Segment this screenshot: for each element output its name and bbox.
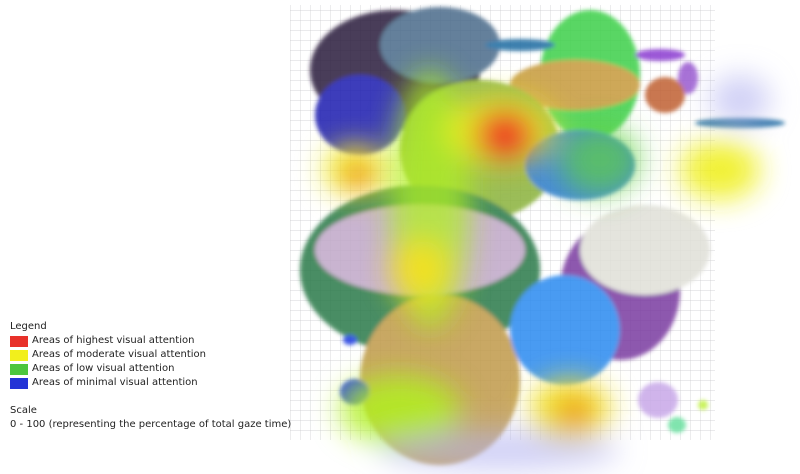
legend-item: Areas of minimal visual attention (10, 376, 291, 390)
heat-blobs (325, 70, 770, 470)
legend-label: Areas of moderate visual attention (32, 349, 207, 360)
legend-item: Areas of low visual attention (10, 362, 291, 376)
legend-item: Areas of highest visual attention (10, 334, 291, 348)
legend-swatch (10, 377, 28, 389)
scale-title: Scale (10, 405, 37, 416)
legend-swatch (10, 363, 28, 375)
legend-label: Areas of low visual attention (32, 363, 175, 374)
legend-items: Areas of highest visual attention Areas o… (10, 334, 291, 390)
legend-swatch (10, 349, 28, 361)
legend: Legend Areas of highest visual attention… (10, 320, 291, 432)
legend-item: Areas of moderate visual attention (10, 348, 291, 362)
legend-label: Areas of highest visual attention (32, 335, 195, 346)
legend-label: Areas of minimal visual attention (32, 377, 198, 388)
scale-text: 0 - 100 (representing the percentage of … (10, 419, 292, 430)
legend-swatch (10, 335, 28, 347)
legend-title: Legend (10, 321, 47, 332)
